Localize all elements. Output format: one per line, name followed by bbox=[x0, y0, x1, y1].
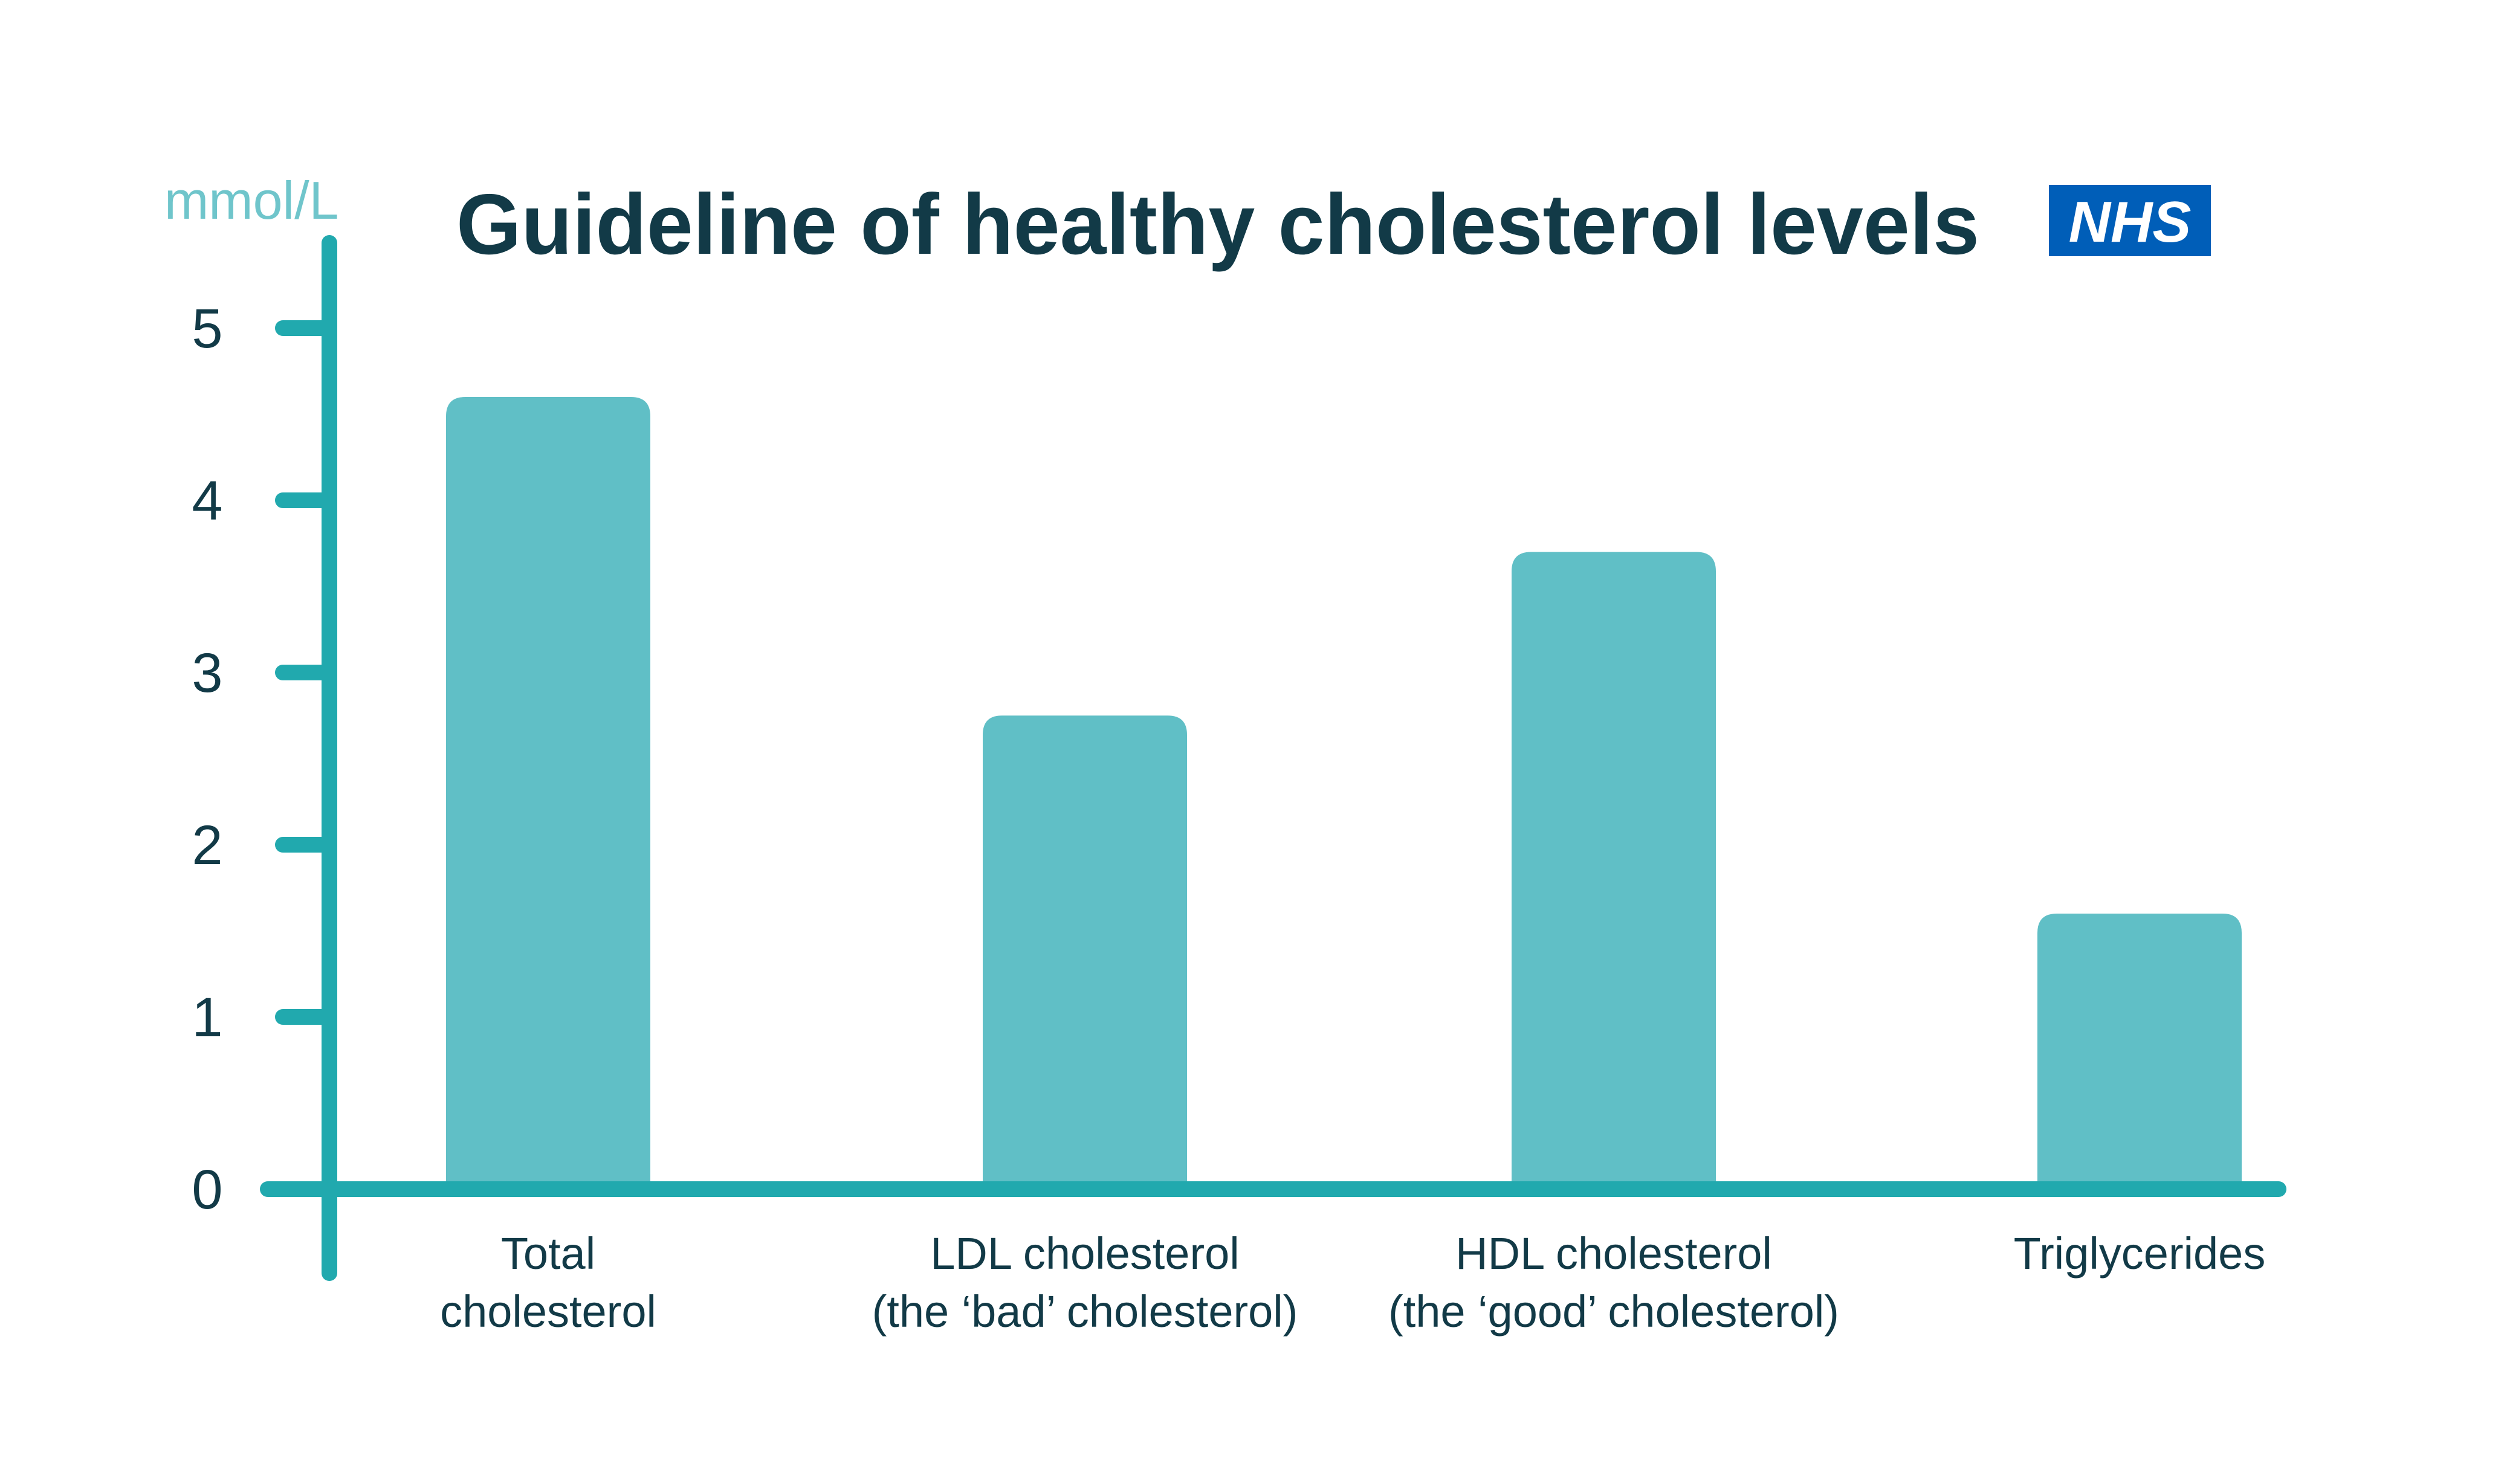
nhs-logo: NHS bbox=[2049, 185, 2211, 256]
y-axis-unit-label: mmol/L bbox=[164, 170, 339, 230]
nhs-logo-background bbox=[2049, 185, 2211, 256]
y-tick-label-0: 0 bbox=[192, 1159, 222, 1221]
x-category-label-line: HDL cholesterol bbox=[1455, 1228, 1772, 1279]
x-category-label-line: LDL cholesterol bbox=[930, 1228, 1239, 1279]
x-category-label-line: Total bbox=[501, 1228, 595, 1279]
x-category-label-2: LDL cholesterol (the ‘bad’ cholesterol) bbox=[872, 1228, 1298, 1337]
bar-1 bbox=[446, 397, 650, 1189]
y-tick-label-4: 4 bbox=[192, 470, 222, 532]
y-tick-label-2: 2 bbox=[192, 815, 222, 876]
y-tick-label-5: 5 bbox=[192, 298, 222, 360]
bar-2 bbox=[983, 715, 1187, 1189]
plot-area: 0 1 2 3 4 5 Total cholesterol LDL cholesterol (th… bbox=[192, 235, 2286, 1337]
bar-3 bbox=[1512, 552, 1716, 1189]
x-category-label-1: Total cholesterol bbox=[440, 1228, 656, 1337]
y-tick-label-1: 1 bbox=[192, 987, 222, 1048]
x-category-label-3: HDL cholesterol (the ‘good’ cholesterol) bbox=[1388, 1228, 1839, 1337]
x-category-label-line: Triglycerides bbox=[2014, 1228, 2266, 1279]
x-category-label-line: (the ‘good’ cholesterol) bbox=[1388, 1286, 1839, 1337]
x-category-label-4: Triglycerides bbox=[2014, 1228, 2266, 1279]
bar-4 bbox=[2037, 914, 2242, 1189]
y-tick-label-3: 3 bbox=[192, 642, 222, 704]
nhs-logo-text: NHS bbox=[2069, 190, 2192, 254]
x-category-label-line: cholesterol bbox=[440, 1286, 656, 1337]
chart-title: Guideline of healthy cholesterol levels bbox=[456, 176, 1979, 273]
x-category-label-line: (the ‘bad’ cholesterol) bbox=[872, 1286, 1298, 1337]
